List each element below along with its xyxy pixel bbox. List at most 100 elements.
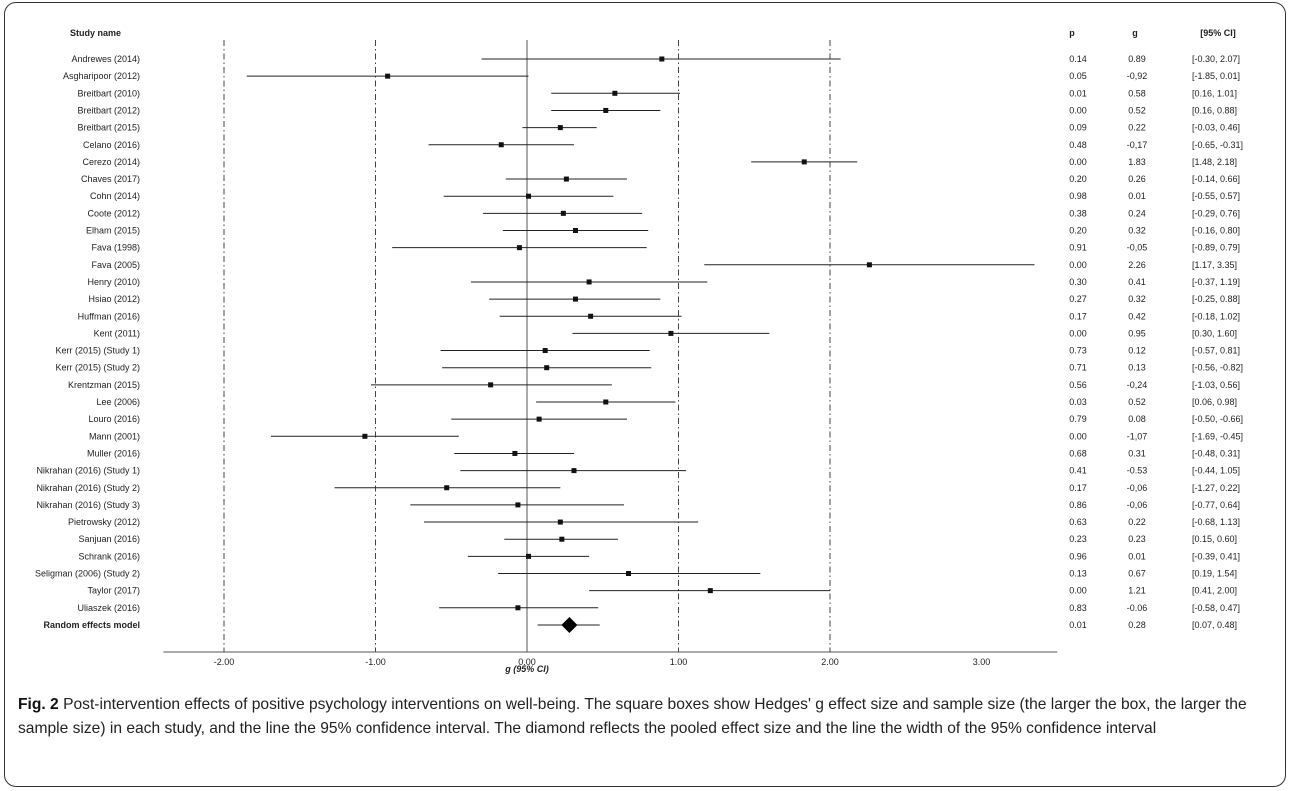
x-axis-label: g (95% CI) — [504, 664, 549, 674]
x-tick-label: -2.00 — [214, 657, 235, 667]
study-row: Uliaszek (2016) 0.83 -0.06 [-0.58, 0.47] — [77, 603, 1240, 613]
caption-text: Post-intervention effects of positive ps… — [18, 696, 1247, 737]
p-value: 0.14 — [1069, 54, 1087, 64]
g-value: 0.08 — [1128, 414, 1146, 424]
study-name: Nikrahan (2016) (Study 2) — [36, 483, 140, 493]
effect-square — [498, 142, 504, 148]
study-name: Cerezo (2014) — [82, 157, 140, 167]
study-row: Kent (2011) 0.00 0.95 [0.30, 1.60] — [94, 328, 1237, 338]
summary-p-value: 0.01 — [1069, 620, 1087, 630]
effect-square — [588, 313, 594, 319]
ci-value: [-0.65, -0.31] — [1192, 140, 1243, 150]
effect-square — [488, 382, 494, 388]
g-value: 0.22 — [1128, 123, 1146, 133]
effect-square — [516, 245, 522, 251]
study-name: Hsiao (2012) — [88, 294, 140, 304]
p-value: 0.38 — [1069, 208, 1087, 218]
p-value: 0.00 — [1069, 260, 1087, 270]
study-row: Schrank (2016) 0.96 0.01 [-0.39, 0.41] — [78, 551, 1240, 561]
effect-square — [659, 56, 665, 62]
ci-value: [-0.58, 0.47] — [1192, 603, 1240, 613]
x-tick-label: -1.00 — [365, 657, 386, 667]
p-value: 0.56 — [1069, 380, 1087, 390]
effect-square — [612, 90, 618, 96]
p-value: 0.86 — [1069, 500, 1087, 510]
p-value: 0.20 — [1069, 174, 1087, 184]
p-value: 0.98 — [1069, 191, 1087, 201]
effect-square — [668, 330, 674, 336]
study-row: Henry (2010) 0.30 0.41 [-0.37, 1.19] — [87, 277, 1240, 287]
study-name: Chaves (2017) — [81, 174, 140, 184]
study-name: Celano (2016) — [83, 140, 140, 150]
reference-lines — [223, 40, 831, 652]
x-axis: -2.00 -1.00 0.00 1.00 2.00 3.00 — [163, 651, 1058, 667]
g-value: 0.32 — [1128, 226, 1146, 236]
study-name: Kerr (2015) (Study 2) — [55, 363, 140, 373]
effect-square — [603, 399, 609, 405]
effect-square — [559, 536, 565, 542]
ci-value: [-0.57, 0.81] — [1192, 346, 1240, 356]
p-value: 0.09 — [1069, 123, 1087, 133]
effect-square — [536, 416, 542, 422]
p-value: 0.00 — [1069, 157, 1087, 167]
column-header-ci: [95% CI] — [1200, 28, 1236, 38]
study-row: Asgharipoor (2012) 0.05 -0,92 [-1.85, 0.01] — [63, 71, 1240, 81]
study-name: Krentzman (2015) — [68, 380, 140, 390]
effect-square — [526, 193, 532, 199]
ci-value: [-0.03, 0.46] — [1192, 123, 1240, 133]
study-name: Kerr (2015) (Study 1) — [55, 346, 140, 356]
g-value: 1.21 — [1128, 586, 1146, 596]
p-value: 0.30 — [1069, 277, 1087, 287]
ci-value: [-0.44, 1.05] — [1192, 466, 1240, 476]
g-value: 2.26 — [1128, 260, 1146, 270]
g-value: 0.67 — [1128, 569, 1146, 579]
g-value: -0,06 — [1127, 483, 1148, 493]
g-value: 0.12 — [1128, 346, 1146, 356]
study-row: Andrewes (2014) 0.14 0.89 [-0.30, 2.07] — [71, 54, 1240, 64]
p-value: 0.96 — [1069, 551, 1087, 561]
study-name: Andrewes (2014) — [71, 54, 140, 64]
study-name: Breitbart (2012) — [77, 105, 140, 115]
effect-square — [707, 588, 713, 594]
study-row: Muller (2016) 0.68 0.31 [-0.48, 0.31] — [87, 448, 1240, 458]
ci-value: [0.16, 1.01] — [1192, 88, 1237, 98]
effect-square — [557, 125, 563, 131]
effect-square — [515, 502, 521, 508]
p-value: 0.00 — [1069, 586, 1087, 596]
study-row: Elham (2015) 0.20 0.32 [-0.16, 0.80] — [86, 226, 1240, 236]
p-value: 0.73 — [1069, 346, 1087, 356]
ci-value: [0.19, 1.54] — [1192, 569, 1237, 579]
ci-value: [-1.27, 0.22] — [1192, 483, 1240, 493]
effect-square — [560, 210, 566, 216]
study-row: Huffman (2016) 0.17 0.42 [-0.18, 1.02] — [78, 311, 1240, 321]
caption-label: Fig. 2 — [18, 696, 59, 713]
p-value: 0.41 — [1069, 466, 1087, 476]
effect-square — [586, 279, 592, 285]
study-name: Nikrahan (2016) (Study 3) — [36, 500, 140, 510]
ci-value: [-0.50, -0.66] — [1192, 414, 1243, 424]
study-name: Mann (2001) — [89, 431, 140, 441]
g-value: 0.58 — [1128, 88, 1146, 98]
study-row: Louro (2016) 0.79 0.08 [-0.50, -0.66] — [88, 414, 1243, 424]
g-value: 0.01 — [1128, 551, 1146, 561]
p-value: 0.71 — [1069, 363, 1087, 373]
study-row: Coote (2012) 0.38 0.24 [-0.29, 0.76] — [87, 208, 1240, 218]
study-row: Celano (2016) 0.48 -0,17 [-0.65, -0.31] — [83, 140, 1243, 150]
g-value: 1.83 — [1128, 157, 1146, 167]
ci-value: [-0.29, 0.76] — [1192, 208, 1240, 218]
study-row: Breitbart (2010) 0.01 0.58 [0.16, 1.01] — [77, 88, 1237, 98]
summary-name: Random effects model — [43, 620, 140, 630]
p-value: 0.63 — [1069, 517, 1087, 527]
study-row: Chaves (2017) 0.20 0.26 [-0.14, 0.66] — [81, 174, 1240, 184]
study-row: Nikrahan (2016) (Study 3) 0.86 -0,06 [-0.77… — [36, 500, 1240, 510]
g-value: 0.13 — [1128, 363, 1146, 373]
figure-frame — [4, 2, 1286, 787]
effect-square — [557, 519, 563, 525]
p-value: 0.05 — [1069, 71, 1087, 81]
x-tick-label: 3.00 — [973, 657, 991, 667]
ci-value: [0.06, 0.98] — [1192, 397, 1237, 407]
ci-value: [-1.03, 0.56] — [1192, 380, 1240, 390]
study-name: Breitbart (2010) — [77, 88, 140, 98]
g-value: 0.01 — [1128, 191, 1146, 201]
ci-value: [-0.14, 0.66] — [1192, 174, 1240, 184]
